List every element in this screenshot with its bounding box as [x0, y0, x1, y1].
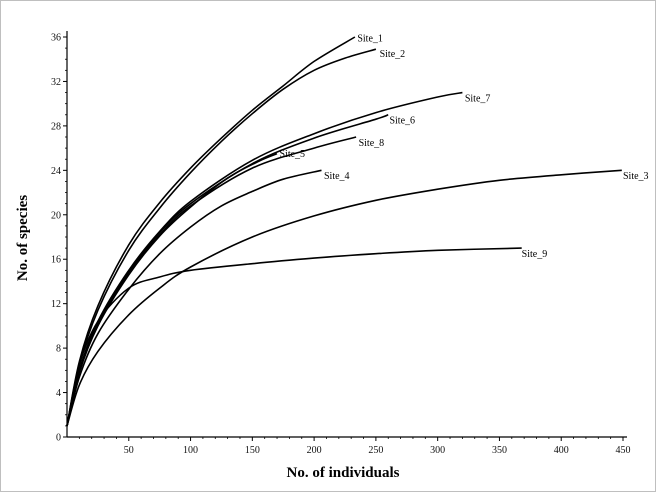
y-tick-label: 32 — [51, 77, 61, 88]
y-axis-title: No. of species — [15, 195, 31, 281]
curves — [66, 36, 622, 427]
series-label-site-2: Site_2 — [380, 49, 406, 60]
x-tick-label: 400 — [554, 445, 569, 456]
x-tick-label: 300 — [430, 445, 445, 456]
x-tick-label: 50 — [124, 445, 134, 456]
series-label-site-4: Site_4 — [324, 171, 350, 182]
series-label-site-7: Site_7 — [465, 93, 491, 104]
series-label-site-1: Site_1 — [357, 33, 383, 44]
series-line-site-9 — [66, 247, 522, 427]
series-line-site-4 — [66, 169, 322, 427]
x-tick-label: 150 — [245, 445, 260, 456]
series-label-site-9: Site_9 — [522, 249, 548, 260]
y-tick-label: 8 — [56, 344, 61, 355]
y-tick-label: 24 — [51, 166, 61, 177]
x-tick-label: 100 — [183, 445, 198, 456]
series-line-site-5 — [66, 152, 278, 427]
y-tick-label: 4 — [56, 388, 61, 399]
series-line-site-2 — [66, 48, 377, 427]
series-label-site-3: Site_3 — [623, 171, 649, 182]
y-tick-label: 16 — [51, 255, 61, 266]
x-tick-label: 200 — [307, 445, 322, 456]
x-tick-label: 250 — [368, 445, 383, 456]
x-tick-label: 350 — [492, 445, 507, 456]
series-line-site-7 — [66, 91, 463, 427]
series-label-site-6: Site_6 — [389, 116, 415, 127]
series-line-site-3 — [66, 169, 622, 427]
series-line-site-8 — [66, 136, 357, 427]
x-axis-title: No. of individuals — [287, 465, 400, 481]
series-line-site-1 — [66, 36, 356, 427]
curve-labels: Site_1 Site_2 Site_7 Site_6 Site_8 Site_5 Site… — [280, 33, 649, 260]
y-tick-label: 28 — [51, 121, 61, 132]
x-tick-label: 450 — [616, 445, 631, 456]
axes: 0 4 8 12 16 20 24 28 32 36 50 100 150 200 250 300 350 400… — [51, 31, 631, 456]
series-label-site-5: Site_5 — [280, 149, 306, 160]
series-label-site-8: Site_8 — [359, 138, 385, 149]
y-tick-label: 12 — [51, 299, 61, 310]
y-tick-label: 20 — [51, 210, 61, 221]
y-tick-label: 0 — [56, 433, 61, 444]
y-tick-label: 36 — [51, 33, 61, 44]
